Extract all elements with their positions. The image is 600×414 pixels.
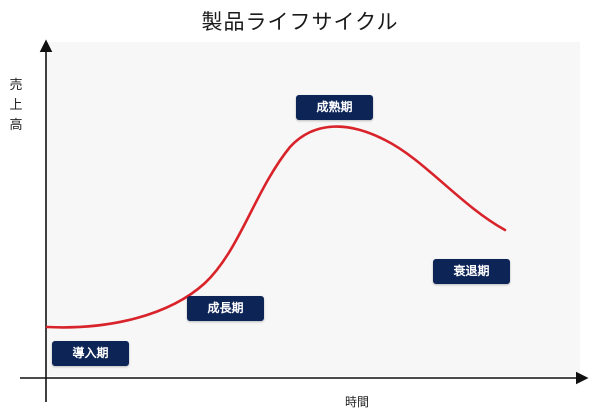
stage-label-maturity: 成熟期 bbox=[296, 95, 373, 120]
diagram-title: 製品ライフサイクル bbox=[201, 10, 399, 34]
x-axis-label: 時間 bbox=[345, 395, 370, 409]
y-axis-label: 売 上 高 bbox=[9, 78, 23, 133]
stage-label-decline: 衰退期 bbox=[433, 259, 510, 284]
lifecycle-curve bbox=[45, 125, 507, 329]
plot-panel bbox=[47, 42, 580, 376]
stage-label-introduction: 導入期 bbox=[52, 341, 129, 366]
stage-label-growth: 成長期 bbox=[187, 296, 264, 321]
